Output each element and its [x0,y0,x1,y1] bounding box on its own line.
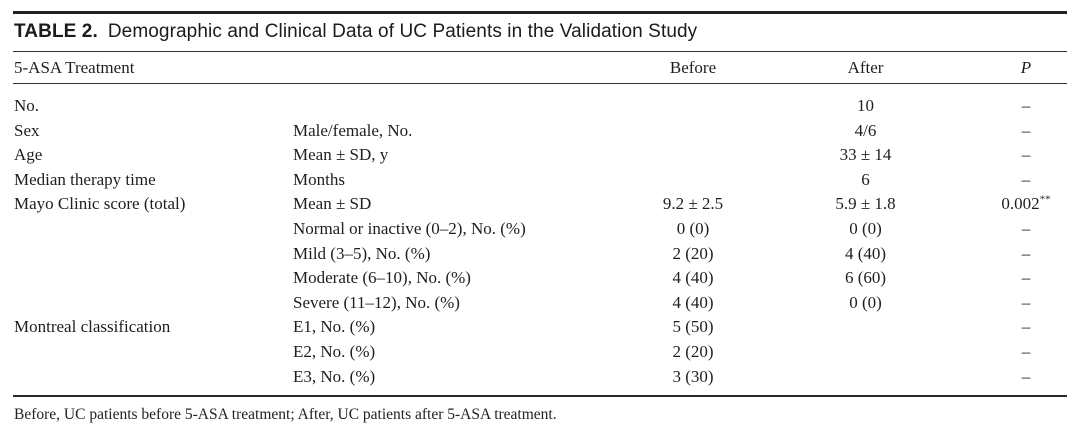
rule-top [13,11,1067,14]
rule-under-title [13,51,1067,52]
row-label-cell: Sex [14,120,40,140]
table-row: Moderate (6–10), No. (%) 4 (40) 6 (60) – [13,266,1067,291]
rule-under-header [13,83,1067,84]
row-label-cell: Age [14,145,43,165]
after-value-cell: 33 ± 14 [839,145,892,165]
before-value-cell: 4 (40) [672,292,714,312]
after-value-cell: 0 (0) [849,292,882,312]
rule-bottom [13,395,1067,398]
table-row: Normal or inactive (0–2), No. (%) 0 (0) … [13,217,1067,242]
p-value: – [1021,169,1031,189]
p-value-cell: 0.002** [938,192,1067,217]
table-row: Mayo Clinic score (total) Mean ± SD 9.2 … [13,192,1067,217]
col-header-after: After [847,58,884,77]
row-label-cell: Montreal classification [14,317,171,337]
p-value: – [1021,317,1031,337]
table-row: No. 10 – [13,94,1067,119]
row-sublabel-cell: Months [293,169,345,189]
row-sublabel-cell: E1, No. (%) [293,317,376,337]
after-value-cell: 6 (60) [844,268,887,288]
before-value-cell: 5 (50) [672,317,714,337]
p-value-cell: – [938,266,1067,291]
row-sublabel-cell: Mild (3–5), No. (%) [293,243,431,263]
col-header-treatment: 5-ASA Treatment [14,58,135,77]
p-value: – [1021,218,1031,238]
row-sublabel-cell: E3, No. (%) [293,366,376,386]
significance-marker: ** [1039,193,1051,206]
p-value-cell: – [938,291,1067,316]
table-number-label: TABLE 2. [14,21,98,42]
row-sublabel-cell: Severe (11–12), No. (%) [293,292,460,312]
table-row: Mild (3–5), No. (%) 2 (20) 4 (40) – [13,242,1067,267]
p-value: – [1021,96,1031,115]
p-value-cell: – [938,340,1067,365]
col-header-before: Before [669,58,717,77]
p-value: – [1021,366,1031,386]
p-value-cell: – [938,94,1067,119]
p-value: – [1021,292,1031,312]
before-value-cell: 2 (20) [672,341,714,361]
p-value: – [1021,341,1031,361]
p-value-cell: – [938,217,1067,242]
table-row: Montreal classification E1, No. (%) 5 (5… [13,315,1067,340]
before-value-cell: 4 (40) [672,268,714,288]
after-value-cell: 10 [857,96,874,115]
p-value-cell: – [938,315,1067,340]
row-label-cell: No. [14,96,40,115]
p-value-cell: – [938,168,1067,193]
before-value-cell: 0 (0) [676,218,710,238]
row-label-cell: Mayo Clinic score (total) [14,194,186,214]
table-row: Severe (11–12), No. (%) 4 (40) 0 (0) – [13,291,1067,316]
p-value-cell: – [938,143,1067,168]
col-header-p: P [1020,58,1032,77]
table-title-text: Demographic and Clinical Data of UC Pati… [107,21,698,42]
p-value-cell: – [938,119,1067,144]
after-value-cell: 4 (40) [844,243,887,263]
row-sublabel-cell: Moderate (6–10), No. (%) [293,268,471,288]
after-value-cell: 5.9 ± 1.8 [835,194,896,214]
after-value-cell: 4/6 [854,120,877,140]
p-value-cell: – [938,365,1067,390]
column-header-row: 5-ASA Treatment Before After P [13,52,1067,83]
table-row: Sex Male/female, No. 4/6 – [13,119,1067,144]
p-value: – [1021,145,1031,165]
row-label-cell: Median therapy time [14,169,156,189]
table-row: E2, No. (%) 2 (20) – [13,340,1067,365]
p-value: – [1021,268,1031,288]
row-sublabel-cell: Mean ± SD [293,194,372,214]
p-value: – [1021,120,1031,140]
table-title: TABLE 2. Demographic and Clinical Data of… [13,14,1067,51]
p-value-cell: – [938,242,1067,267]
after-value-cell: 0 (0) [849,218,882,238]
after-value-cell: 6 [861,169,870,189]
table-row: Median therapy time Months 6 – [13,168,1067,193]
p-value: – [1021,243,1031,263]
table-footnote: Before, UC patients before 5-ASA treatme… [14,406,557,424]
p-value: 0.002 [1001,194,1040,214]
row-sublabel-cell: E2, No. (%) [293,341,376,361]
table-row: Age Mean ± SD, y 33 ± 14 – [13,143,1067,168]
before-value-cell: 2 (20) [672,243,714,263]
before-value-cell: 3 (30) [672,366,714,386]
row-sublabel-cell: Male/female, No. [293,120,413,140]
row-sublabel-cell: Normal or inactive (0–2), No. (%) [293,218,526,238]
before-value-cell: 9.2 ± 2.5 [662,194,724,214]
row-sublabel-cell: Mean ± SD, y [293,145,389,165]
table-row: E3, No. (%) 3 (30) – [13,365,1067,390]
table-body: No. 10 – Sex Male/female, No. 4/6 – Age … [13,84,1067,395]
